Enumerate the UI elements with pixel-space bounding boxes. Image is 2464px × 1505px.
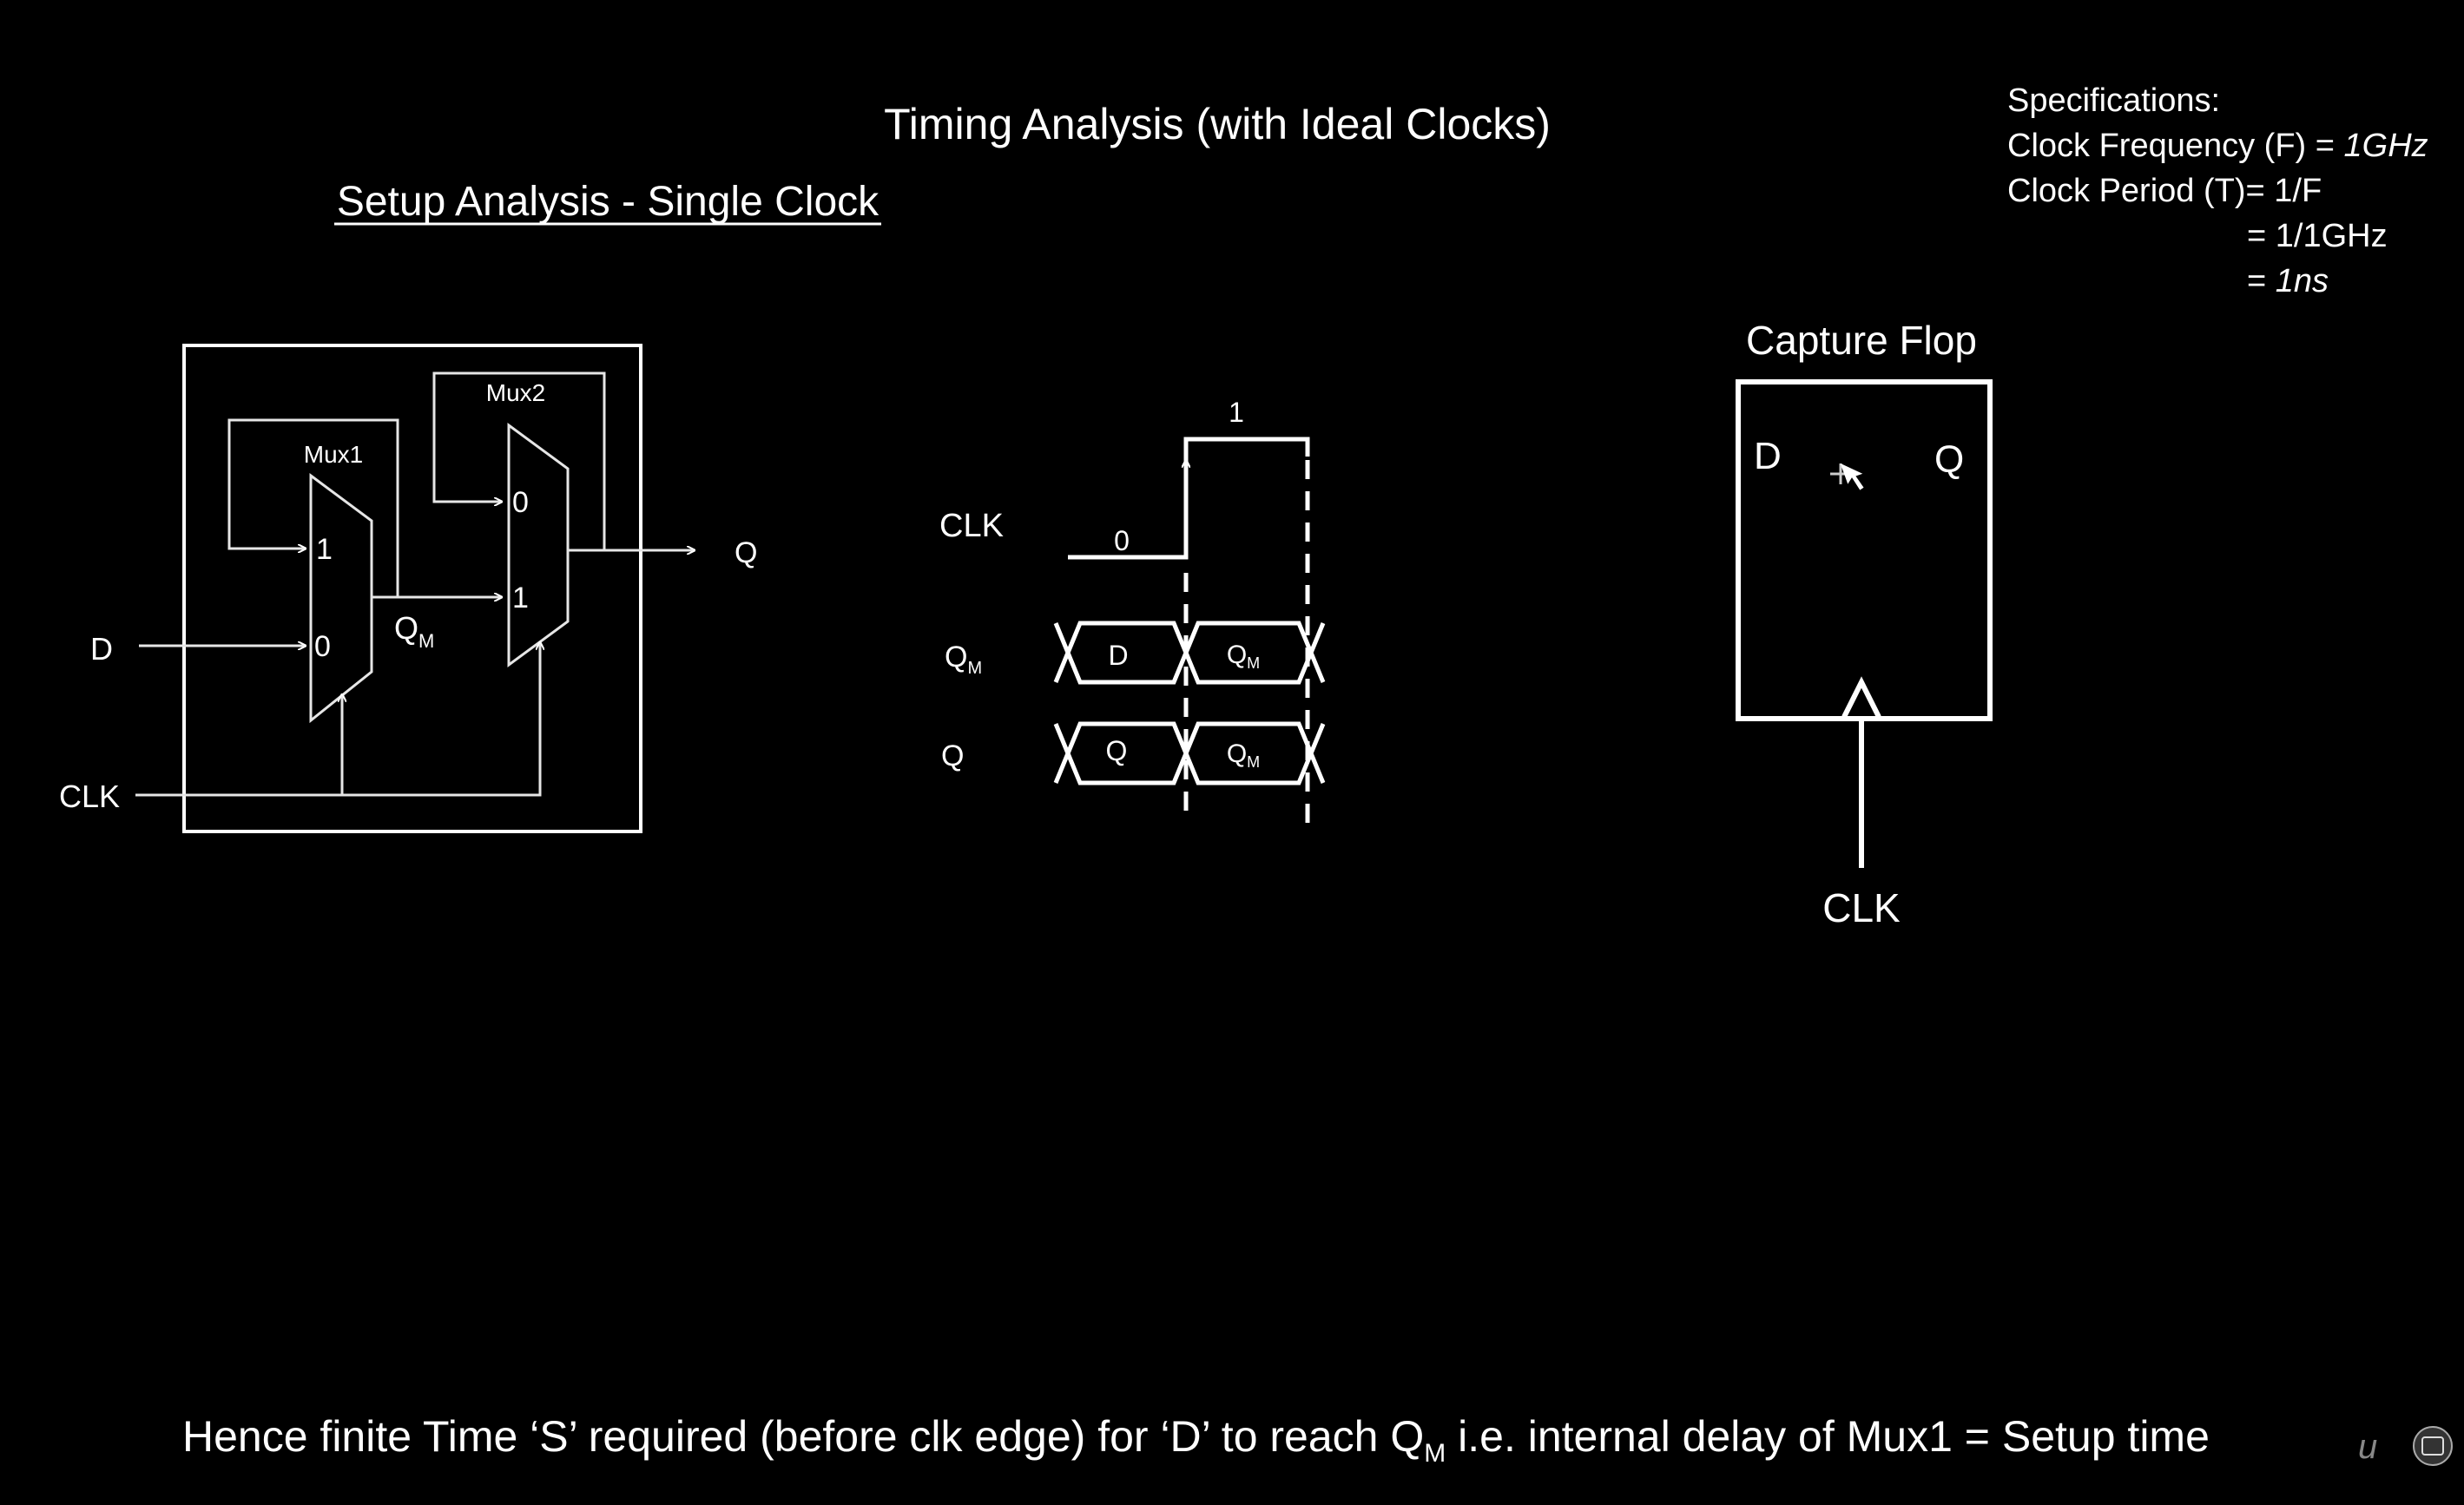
capture-flop-box xyxy=(1736,379,1993,721)
capture-flop-title: Capture Flop xyxy=(1746,318,1977,363)
wave-clk-label: CLK xyxy=(939,508,1004,544)
caption-icon[interactable] xyxy=(2413,1426,2453,1466)
footer-text-sub: M xyxy=(1424,1439,1446,1468)
mux1-shape xyxy=(309,473,373,724)
q-segment-qm: QM xyxy=(1227,739,1260,771)
spec-period-value: 1ns xyxy=(2276,263,2329,299)
qm-bus-waveform xyxy=(1053,621,1326,685)
spec-heading: Specifications: xyxy=(2007,82,2220,119)
latch-diagram: Mux1 1 0 Mux2 0 1 D QM Q CLK xyxy=(59,344,757,833)
mux2-input-1-label: 1 xyxy=(512,582,529,614)
wave-q-label: Q xyxy=(941,739,964,772)
latch-boundary-box xyxy=(182,344,642,833)
wave-qm-main: Q xyxy=(945,641,967,674)
q-bus-waveform xyxy=(1053,721,1326,785)
watermark-logo: u xyxy=(2358,1428,2377,1466)
d-input-label: D xyxy=(90,631,113,667)
spec-frequency: Clock Frequency (F) = 1GHz xyxy=(2007,128,2428,164)
spec-frequency-label: Clock Frequency (F) = xyxy=(2007,128,2344,164)
footer-caption: Hence finite Time ‘S’ required (before c… xyxy=(182,1412,2210,1468)
capture-flop: Capture Flop D Q CLK xyxy=(1736,318,1993,930)
clk-input-label: CLK xyxy=(59,779,120,814)
capture-flop-d-pin: D xyxy=(1754,435,1782,477)
clock-triangle-icon xyxy=(1841,676,1881,719)
qm-node-sub: M xyxy=(418,630,434,652)
wave-qm-label: QM xyxy=(945,641,982,678)
mux2-shape xyxy=(507,423,570,667)
mux1-input-0-label: 0 xyxy=(314,630,331,663)
qm-segment-qm-sub: M xyxy=(1247,654,1260,672)
clk-low-value: 0 xyxy=(1114,525,1130,556)
q-output-label: Q xyxy=(735,536,757,569)
clk-wire xyxy=(135,642,540,797)
mux1-label: Mux1 xyxy=(304,441,363,468)
spec-period-calc: = 1/1GHz xyxy=(2247,218,2388,254)
qm-segment-d: D xyxy=(1108,640,1128,671)
spec-frequency-value: 1GHz xyxy=(2344,128,2428,164)
mux1-feedback-wire xyxy=(227,418,399,597)
q-segment-qm-main: Q xyxy=(1227,739,1247,768)
capture-flop-clk-label: CLK xyxy=(1822,885,1901,930)
mouse-cursor-icon xyxy=(1830,460,1868,493)
wave-qm-sub: M xyxy=(967,659,982,678)
section-subtitle: Setup Analysis - Single Clock xyxy=(337,179,880,225)
mux2-feedback-wire xyxy=(432,371,606,550)
qm-node-main: Q xyxy=(394,610,418,646)
mux2-label: Mux2 xyxy=(486,379,545,406)
timing-waveform: CLK 0 1 QM D QM Q Q QM xyxy=(939,397,1326,833)
footer-text-pre: Hence finite Time ‘S’ required (before c… xyxy=(182,1412,1424,1461)
q-segment-q: Q xyxy=(1106,735,1128,766)
q-segment-qm-sub: M xyxy=(1247,753,1260,771)
qm-node-label: QM xyxy=(394,610,434,652)
spec-period-prefix: = xyxy=(2247,263,2276,299)
qm-segment-qm: QM xyxy=(1227,641,1260,672)
clk-waveform xyxy=(1068,437,1310,560)
spec-period-result: = 1ns xyxy=(2247,263,2329,299)
specifications-block: Specifications: Clock Frequency (F) = 1G… xyxy=(2007,82,2428,299)
footer-text-post: i.e. internal delay of Mux1 = Setup time xyxy=(1446,1412,2210,1461)
mux2-input-0-label: 0 xyxy=(512,486,529,519)
capture-flop-q-pin: Q xyxy=(1934,438,1964,481)
mux1-input-1-label: 1 xyxy=(316,533,333,566)
qm-segment-qm-main: Q xyxy=(1227,641,1247,669)
clk-high-value: 1 xyxy=(1229,397,1244,428)
spec-period: Clock Period (T)= 1/F xyxy=(2007,173,2322,209)
slide-title: Timing Analysis (with Ideal Clocks) xyxy=(884,100,1551,148)
